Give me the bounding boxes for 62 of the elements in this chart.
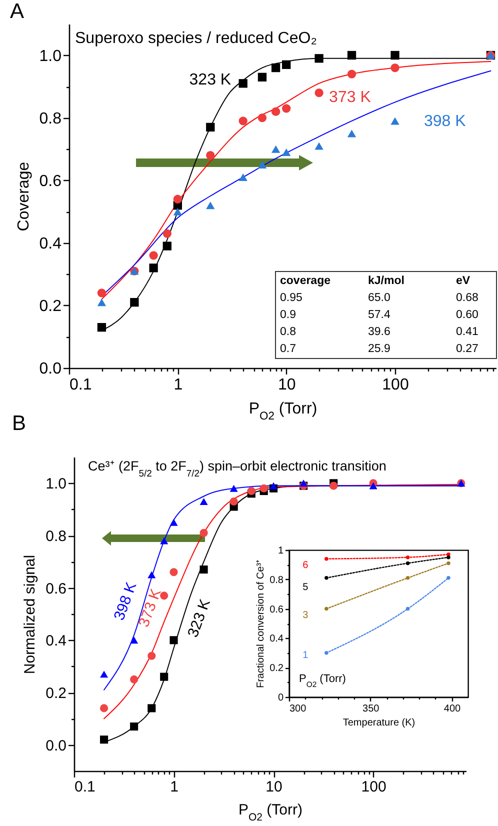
- y-tick-label: 1: [278, 546, 284, 556]
- y-axis-title: Fractional conversion of Ce³⁺: [256, 558, 267, 688]
- y-tick-label: 0.8: [270, 574, 284, 586]
- text: A: [10, 0, 24, 24]
- y-tick-label: 0.2: [46, 685, 66, 702]
- annotation: 0.41: [455, 325, 480, 340]
- y-tick-label: 0.4: [270, 634, 284, 645]
- series-label: 373 K: [329, 88, 372, 106]
- y-tick-label: 0.8: [46, 528, 66, 545]
- annotation: 0.95: [279, 290, 304, 306]
- x-tick-label: 10: [266, 778, 282, 796]
- annotation: 0.7: [279, 342, 297, 358]
- x-axis-title: P$_{O2}$ (Torr): [238, 802, 303, 824]
- annotation: 57.4: [367, 308, 392, 323]
- x-tick-label: 100: [361, 778, 386, 796]
- y-axis-title: Coverage: [15, 162, 32, 232]
- series-label: 6: [302, 560, 309, 571]
- x-tick-label: 300: [290, 704, 307, 714]
- chart-title: Ce³⁺ (2F$_{5/2}$ to 2F$_{7/2}$) spin–orbit electronic transition: [88, 458, 386, 479]
- x-tick-label: 400: [444, 704, 462, 714]
- y-tick-label: 1.0: [46, 476, 66, 493]
- x-tick-label: 0.1: [74, 778, 96, 796]
- series-label: 398 K: [424, 112, 466, 130]
- y-tick-label: 0.8: [39, 110, 62, 128]
- x-tick-label: 0.1: [70, 376, 92, 394]
- y-tick-label: 0.0: [46, 737, 66, 754]
- x-tick-label: 100: [382, 376, 409, 394]
- legend-title: P$_{O2}$ (Torr): [299, 673, 346, 688]
- y-tick-label: 0.2: [270, 663, 284, 674]
- annotation: 0.60: [455, 308, 480, 323]
- x-axis-title: P$_{O2}$ (Torr): [248, 400, 318, 422]
- y-tick-label: 0: [278, 692, 284, 704]
- y-tick-label: 0.4: [46, 632, 66, 650]
- y-tick-label: 0.6: [270, 604, 284, 616]
- y-tick-label: 0.2: [39, 298, 62, 315]
- series-label: 323 K: [189, 71, 232, 88]
- y-tick-label: 1.0: [39, 48, 62, 65]
- y-tick-label: 0.0: [39, 360, 62, 378]
- y-tick-label: 0.4: [39, 235, 62, 252]
- y-tick-label: 0.6: [46, 580, 66, 598]
- annotation: 39.6: [367, 325, 392, 340]
- series-label: 3: [302, 610, 309, 621]
- text: 323 K: [184, 597, 214, 640]
- x-tick-label: 350: [362, 704, 380, 714]
- annotation: 0.9: [279, 308, 297, 323]
- y-axis-title: Normalized signal: [22, 554, 39, 674]
- annotation: coverage: [279, 274, 332, 289]
- annotation: eV: [455, 274, 472, 289]
- annotation: 25.9: [367, 342, 392, 358]
- annotation: 0.68: [455, 290, 480, 306]
- annotation: 65.0: [367, 290, 392, 306]
- y-tick-label: 0.6: [39, 172, 62, 190]
- series-label: 1: [302, 650, 309, 661]
- series-label: 5: [302, 582, 309, 593]
- annotation: kJ/mol: [367, 274, 406, 289]
- x-tick-label: 1: [170, 778, 178, 796]
- annotation: 0.27: [455, 342, 480, 358]
- x-axis-title: Temperature (K): [342, 718, 416, 728]
- chart-title: Superoxo species / reduced CeO₂: [75, 30, 317, 47]
- x-tick-label: 10: [278, 376, 296, 394]
- x-tick-label: 1: [174, 376, 183, 394]
- text: B: [12, 412, 26, 436]
